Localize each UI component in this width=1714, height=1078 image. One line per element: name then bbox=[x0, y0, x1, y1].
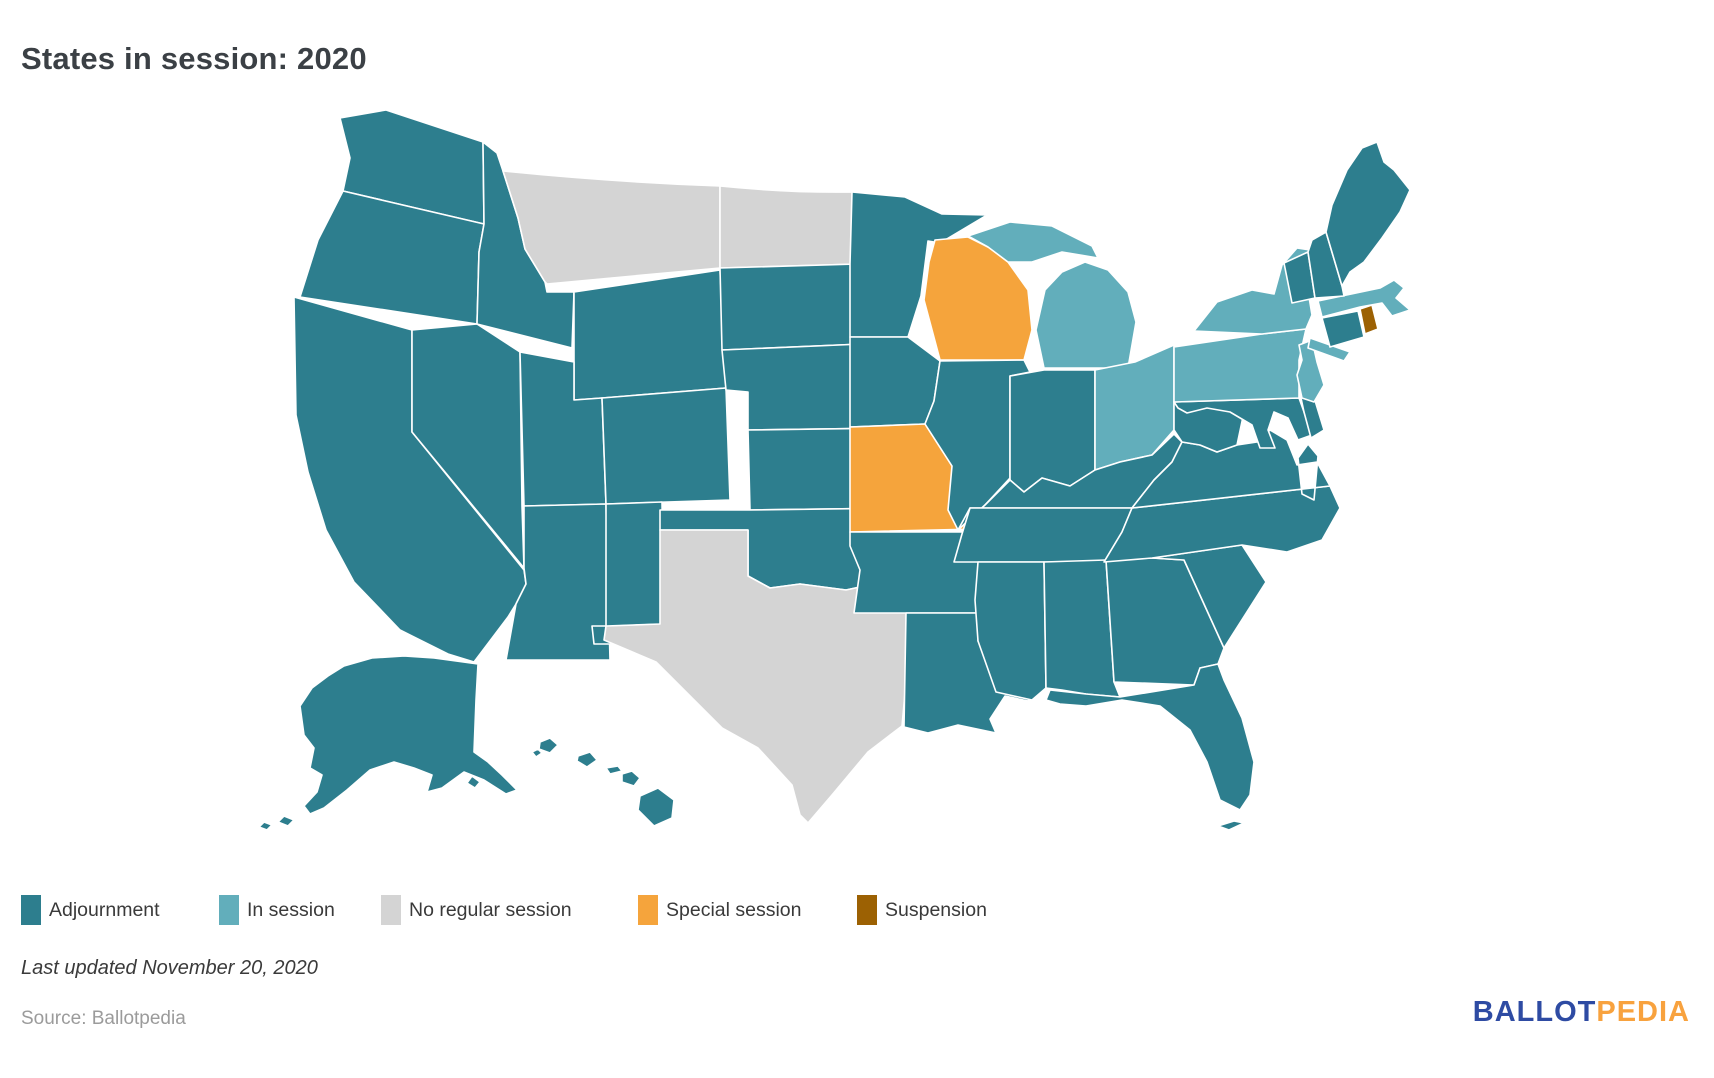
state-ND[interactable] bbox=[719, 185, 859, 269]
state-SD[interactable] bbox=[719, 263, 863, 351]
page-title: States in session: 2020 bbox=[21, 40, 367, 76]
state-IN[interactable] bbox=[1009, 369, 1096, 493]
state-VA[interactable] bbox=[1131, 429, 1331, 509]
states-layer bbox=[258, 109, 1411, 831]
ballotpedia-logo[interactable]: BALLOTPEDIA bbox=[1473, 996, 1690, 1029]
legend-swatch-no-regular-session bbox=[381, 895, 401, 925]
state-MN[interactable] bbox=[849, 191, 988, 338]
legend-item-special-session: Special session bbox=[638, 893, 802, 927]
state-CT[interactable] bbox=[1321, 310, 1365, 348]
state-PA[interactable] bbox=[1173, 328, 1307, 403]
legend-swatch-adjournment bbox=[21, 895, 41, 925]
legend-swatch-in-session bbox=[219, 895, 239, 925]
state-MI[interactable] bbox=[967, 221, 1137, 369]
state-FL[interactable] bbox=[1045, 663, 1255, 831]
legend-swatch-special-session bbox=[638, 895, 658, 925]
state-MT[interactable] bbox=[502, 170, 721, 285]
state-AK[interactable] bbox=[258, 655, 518, 831]
logo-pedia-text: PEDIA bbox=[1596, 996, 1690, 1028]
state-CO[interactable] bbox=[601, 387, 731, 505]
logo-ballot-text: BALLOT bbox=[1472, 996, 1597, 1028]
state-MA[interactable] bbox=[1317, 279, 1411, 318]
legend-item-no-regular-session: No regular session bbox=[381, 893, 572, 927]
legend-item-adjournment: Adjournment bbox=[21, 893, 160, 927]
legend-label-special-session: Special session bbox=[666, 898, 802, 921]
state-HI[interactable] bbox=[531, 737, 675, 827]
state-ME[interactable] bbox=[1325, 141, 1411, 287]
legend-label-suspension: Suspension bbox=[885, 898, 987, 921]
state-NY[interactable] bbox=[1193, 247, 1351, 362]
legend-item-in-session: In session bbox=[219, 893, 335, 927]
state-TN[interactable] bbox=[953, 507, 1133, 563]
state-TX[interactable] bbox=[603, 529, 909, 824]
legend: Adjournment In session No regular sessio… bbox=[0, 893, 1714, 927]
legend-label-no-regular-session: No regular session bbox=[409, 898, 572, 921]
legend-swatch-suspension bbox=[857, 895, 877, 925]
legend-label-in-session: In session bbox=[247, 898, 335, 921]
source-note: Source: Ballotpedia bbox=[21, 1008, 186, 1029]
legend-item-suspension: Suspension bbox=[857, 893, 987, 927]
state-IA[interactable] bbox=[849, 336, 941, 428]
legend-label-adjournment: Adjournment bbox=[49, 898, 160, 921]
last-updated-note: Last updated November 20, 2020 bbox=[21, 957, 318, 979]
state-WY[interactable] bbox=[573, 269, 727, 401]
